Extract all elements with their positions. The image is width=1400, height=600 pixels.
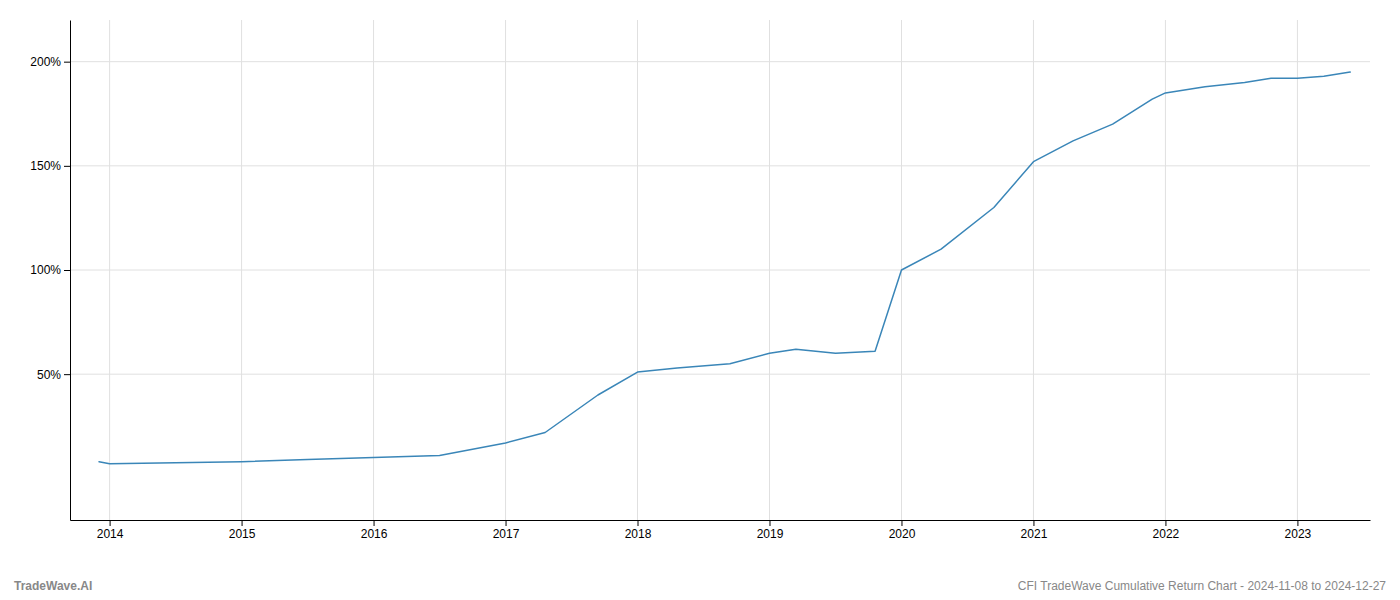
x-tick-label: 2016 bbox=[361, 527, 388, 541]
y-tick-mark bbox=[64, 374, 70, 375]
y-axis-line bbox=[70, 21, 71, 521]
y-tick-mark bbox=[64, 270, 70, 271]
y-grid-line bbox=[70, 374, 1370, 375]
x-tick: 2023 bbox=[1285, 520, 1312, 541]
y-tick-mark bbox=[64, 166, 70, 167]
x-tick-mark bbox=[1165, 520, 1166, 526]
y-tick-mark bbox=[64, 62, 70, 63]
x-tick: 2022 bbox=[1153, 520, 1180, 541]
x-tick-label: 2017 bbox=[493, 527, 520, 541]
chart: 2014 2015 2016 2017 2018 2019 2020 2021 2022 2023… bbox=[0, 0, 1400, 600]
footer-left: TradeWave.AI bbox=[14, 579, 92, 593]
x-tick-mark bbox=[506, 520, 507, 526]
x-tick-label: 2021 bbox=[1021, 527, 1048, 541]
x-tick-label: 2022 bbox=[1153, 527, 1180, 541]
y-tick-label: 50% bbox=[37, 368, 61, 382]
line bbox=[99, 72, 1350, 464]
y-tick: 100% bbox=[30, 263, 70, 277]
x-tick: 2016 bbox=[361, 520, 388, 541]
x-tick-label: 2019 bbox=[757, 527, 784, 541]
x-axis: 2014 2015 2016 2017 2018 2019 2020 2021 2022 2023 bbox=[71, 520, 1371, 541]
y-tick: 200% bbox=[30, 55, 70, 69]
x-tick: 2014 bbox=[97, 520, 124, 541]
x-tick-mark bbox=[374, 520, 375, 526]
y-tick-label: 100% bbox=[30, 263, 61, 277]
y-axis: 50% 100% 150% 200% bbox=[30, 21, 70, 521]
y-tick: 50% bbox=[37, 368, 70, 382]
x-tick-label: 2014 bbox=[97, 527, 124, 541]
x-axis-line bbox=[71, 520, 1371, 521]
y-tick: 150% bbox=[30, 159, 70, 173]
marks bbox=[99, 72, 1350, 464]
x-tick: 2018 bbox=[625, 520, 652, 541]
x-tick: 2015 bbox=[229, 520, 256, 541]
grid bbox=[70, 20, 1370, 520]
x-tick-label: 2023 bbox=[1285, 527, 1312, 541]
x-tick: 2017 bbox=[493, 520, 520, 541]
x-tick: 2019 bbox=[757, 520, 784, 541]
x-tick-mark bbox=[901, 520, 902, 526]
x-tick-label: 2018 bbox=[625, 527, 652, 541]
y-grid-line bbox=[70, 61, 1370, 62]
y-grid-line bbox=[70, 270, 1370, 271]
x-tick-mark bbox=[638, 520, 639, 526]
x-tick-mark bbox=[110, 520, 111, 526]
x-tick-mark bbox=[1297, 520, 1298, 526]
x-tick-mark bbox=[242, 520, 243, 526]
x-tick-label: 2020 bbox=[889, 527, 916, 541]
y-grid-line bbox=[70, 165, 1370, 166]
x-tick: 2020 bbox=[889, 520, 916, 541]
y-tick-label: 200% bbox=[30, 55, 61, 69]
x-tick-mark bbox=[769, 520, 770, 526]
plot-area: 2014 2015 2016 2017 2018 2019 2020 2021 2022 2023… bbox=[30, 20, 1370, 541]
y-tick-label: 150% bbox=[30, 159, 61, 173]
x-tick-label: 2015 bbox=[229, 527, 256, 541]
x-tick-mark bbox=[1033, 520, 1034, 526]
x-tick: 2021 bbox=[1021, 520, 1048, 541]
footer-right: CFI TradeWave Cumulative Return Chart - … bbox=[1018, 579, 1387, 593]
